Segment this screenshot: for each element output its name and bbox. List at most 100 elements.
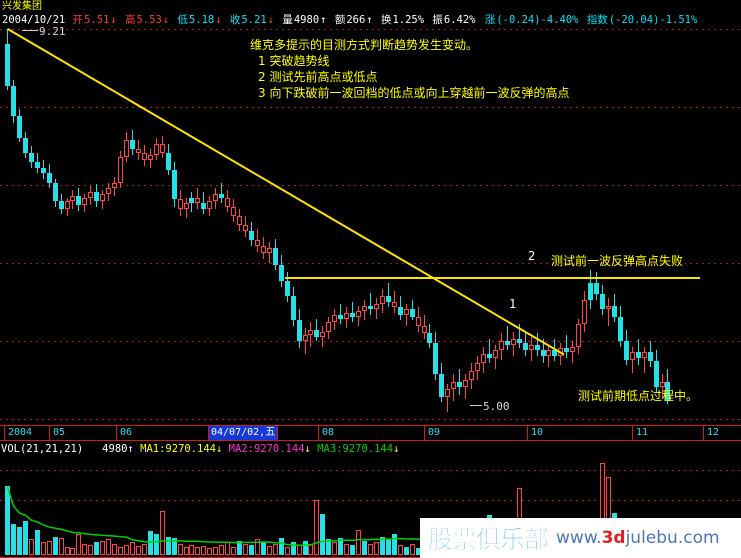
volume-bar [273,544,278,555]
candlestick [660,27,665,425]
candle-wick [388,283,389,308]
volume-bar [231,546,236,555]
candlestick [207,27,212,425]
candle-body [154,143,159,155]
candle-body [427,333,432,343]
candlestick [535,27,540,425]
candlestick [35,27,40,425]
candlestick [285,27,290,425]
candle-body [178,199,183,209]
candle-wick [548,344,549,367]
candle-body [59,201,64,209]
candle-body [618,316,623,341]
candlestick [178,27,183,425]
volume-bar [11,523,16,555]
candlestick [374,27,379,425]
candle-body [184,203,189,209]
candlestick [314,27,319,425]
quote-index: 指数(-20.04)-1.51% [587,14,699,26]
date-axis[interactable]: 2004 05 06 08 09 10 11 12 04/07/02,五 [0,425,741,441]
volume-bar [124,545,129,555]
quote-item-value: 5.18 [188,14,215,26]
horizontal-resistance[interactable] [285,277,700,279]
price-chart-pane[interactable]: 9.21 5.00 维克多提示的目测方式判断趋势发生变动。 1 突破趋势线 2 … [0,27,741,425]
candle-body [350,312,355,317]
volume-bar [70,547,75,555]
candle-body [94,191,99,202]
candlestick [225,27,230,425]
date-tick: 08 [318,426,334,440]
volume-bar [195,547,200,555]
candlestick [297,27,302,425]
candlestick [53,27,58,425]
candle-wick [507,326,508,351]
volume-bar [368,543,373,555]
quote-date: 2004/10/21 [2,14,66,26]
quote-item-value: 5.53 [136,14,162,26]
volume-bar [201,545,206,555]
volume-bar [160,511,165,555]
candle-body [552,350,557,356]
gridline [0,341,741,342]
candle-body [410,309,415,317]
candle-body [612,305,617,317]
candlestick [404,27,409,425]
date-tick: 2004 [4,426,32,440]
candle-body [148,154,153,161]
volume-gridline [0,470,741,471]
volume-bar [53,536,58,555]
vol-current-value: 4980 [102,443,128,455]
candle-body [642,352,647,358]
candle-body [136,149,141,153]
quote-item-arrow: ↓ [162,14,170,26]
candlestick [76,27,81,425]
quote-item-label: 开 [72,14,84,26]
volume-gridline [0,500,741,501]
candle-wick [632,346,633,373]
candlestick [255,27,260,425]
candlestick [445,27,450,425]
candle-body [237,216,242,226]
candlestick [588,27,593,425]
candle-body [541,350,546,356]
candle-wick [638,339,639,366]
candlestick [380,27,385,425]
candle-body [261,245,266,254]
candlestick [88,27,93,425]
candlestick [457,27,462,425]
quote-item-label: 额 [334,14,346,26]
quote-item-value: 4980 [293,14,320,26]
candlestick [541,27,546,425]
volume-bar [279,538,284,555]
candlestick [469,27,474,425]
candle-body [511,339,516,345]
volume-bar [249,545,254,555]
candle-body [249,231,254,241]
candlestick [517,27,522,425]
candle-body [481,353,486,364]
candlestick [17,27,22,425]
annotation-rule-3: 3 向下跌破前一波回档的低点或向上穿越前一波反弹的高点 [258,86,570,100]
candle-body [505,340,510,345]
candle-body [195,197,200,204]
candlestick [267,27,272,425]
volume-bar [362,540,367,555]
quote-item-value: 5.21 [241,14,267,26]
candlestick [654,27,659,425]
candlestick [124,27,129,425]
quote-item-arrow: ↓ [110,14,117,26]
candlestick [291,27,296,425]
annotation-marker-2: 2 [528,249,536,263]
volume-bar [332,542,337,555]
candlestick [332,27,337,425]
candlestick [11,27,16,425]
candlestick [433,27,438,425]
volume-bar [308,543,313,555]
candle-body [624,340,629,360]
candlestick [320,27,325,425]
candle-wick [566,335,567,358]
volume-indicator-header[interactable]: VOL(21,21,21) 4980↑ MA1:9270.144↓ MA2:92… [0,442,741,456]
candle-body [648,352,653,362]
annotation-headline: 维克多提示的目测方式判断趋势发生变动。 [250,38,479,52]
vol-ma1-value: 9270.144 [165,443,216,455]
